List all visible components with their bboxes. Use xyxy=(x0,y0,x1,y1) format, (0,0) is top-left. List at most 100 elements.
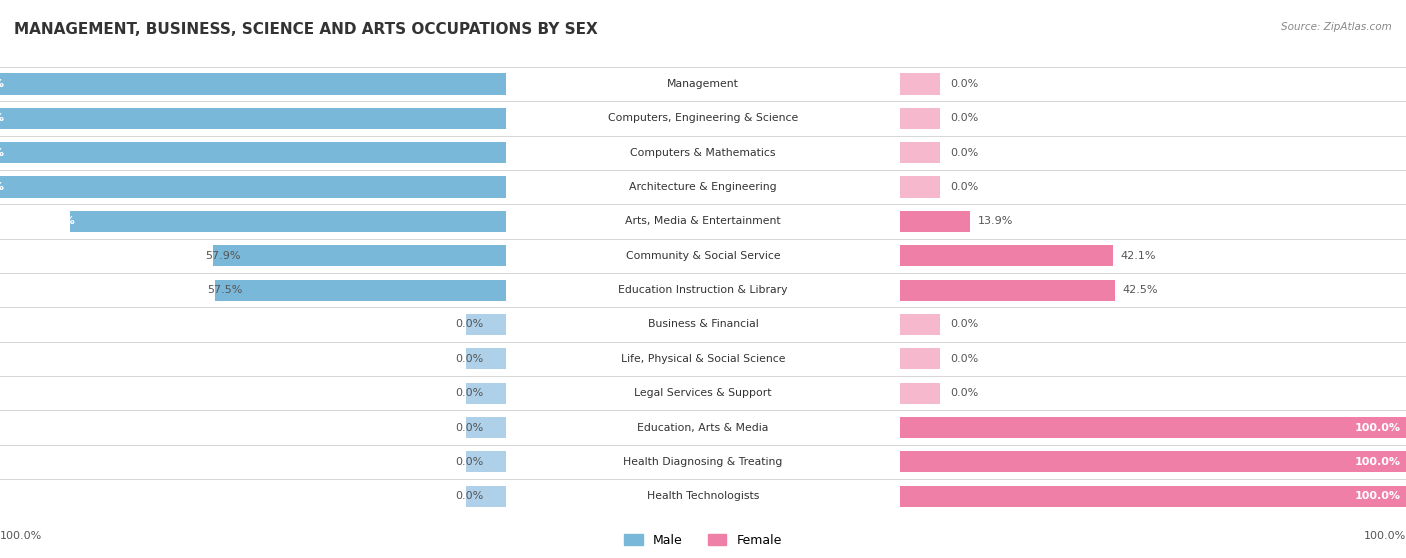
Bar xyxy=(214,245,506,267)
Bar xyxy=(465,417,506,438)
Bar xyxy=(0,136,506,170)
Bar xyxy=(0,307,506,341)
Text: 100.0%: 100.0% xyxy=(0,531,42,541)
Bar xyxy=(900,485,1406,507)
Bar xyxy=(215,280,506,301)
Text: 42.1%: 42.1% xyxy=(1121,251,1156,261)
Text: 0.0%: 0.0% xyxy=(950,182,979,192)
Text: 13.9%: 13.9% xyxy=(977,217,1014,227)
Text: 100.0%: 100.0% xyxy=(0,182,6,192)
Bar xyxy=(0,239,506,273)
Bar xyxy=(0,176,506,198)
Text: Community & Social Service: Community & Social Service xyxy=(626,251,780,261)
Bar xyxy=(0,170,900,204)
Text: 57.5%: 57.5% xyxy=(208,285,243,295)
Text: 100.0%: 100.0% xyxy=(0,113,6,123)
Text: Architecture & Engineering: Architecture & Engineering xyxy=(630,182,776,192)
Bar xyxy=(0,410,506,445)
Bar xyxy=(900,348,941,369)
Text: 100.0%: 100.0% xyxy=(1355,422,1400,432)
Text: Source: ZipAtlas.com: Source: ZipAtlas.com xyxy=(1281,22,1392,32)
Text: 100.0%: 100.0% xyxy=(0,79,6,89)
Text: Management: Management xyxy=(666,79,740,89)
Bar xyxy=(506,170,1406,204)
Text: Health Diagnosing & Treating: Health Diagnosing & Treating xyxy=(623,457,783,467)
Bar xyxy=(900,314,941,335)
Text: Legal Services & Support: Legal Services & Support xyxy=(634,388,772,398)
Bar xyxy=(900,108,941,129)
Text: 57.9%: 57.9% xyxy=(205,251,240,261)
Text: 100.0%: 100.0% xyxy=(0,148,6,158)
Bar xyxy=(0,67,506,102)
Text: 0.0%: 0.0% xyxy=(950,113,979,123)
Bar xyxy=(506,341,1406,376)
Bar xyxy=(0,341,506,376)
Bar xyxy=(0,479,900,513)
Bar xyxy=(465,485,506,507)
Text: 0.0%: 0.0% xyxy=(950,320,979,329)
Text: 0.0%: 0.0% xyxy=(456,491,484,501)
Bar xyxy=(506,239,1406,273)
Text: 100.0%: 100.0% xyxy=(1364,531,1406,541)
Text: MANAGEMENT, BUSINESS, SCIENCE AND ARTS OCCUPATIONS BY SEX: MANAGEMENT, BUSINESS, SCIENCE AND ARTS O… xyxy=(14,22,598,37)
Text: 42.5%: 42.5% xyxy=(1122,285,1159,295)
Bar xyxy=(506,67,1406,102)
Bar xyxy=(0,74,506,95)
Text: Business & Financial: Business & Financial xyxy=(648,320,758,329)
Bar xyxy=(900,176,941,198)
Text: 0.0%: 0.0% xyxy=(950,148,979,158)
Bar xyxy=(900,383,941,404)
Bar xyxy=(506,410,1406,445)
Bar xyxy=(0,376,506,410)
Bar xyxy=(506,273,1406,307)
Text: Health Technologists: Health Technologists xyxy=(647,491,759,501)
Bar xyxy=(0,142,506,163)
Bar xyxy=(0,376,900,410)
Bar xyxy=(0,204,506,239)
Bar xyxy=(0,273,506,307)
Bar xyxy=(0,410,900,445)
Text: 0.0%: 0.0% xyxy=(456,422,484,432)
Bar xyxy=(0,136,900,170)
Text: Computers & Mathematics: Computers & Mathematics xyxy=(630,148,776,158)
Bar xyxy=(0,479,506,513)
Bar xyxy=(506,376,1406,410)
Text: Education, Arts & Media: Education, Arts & Media xyxy=(637,422,769,432)
Bar xyxy=(506,307,1406,341)
Text: 0.0%: 0.0% xyxy=(950,354,979,364)
Bar xyxy=(900,451,1406,473)
Text: 0.0%: 0.0% xyxy=(456,457,484,467)
Bar xyxy=(465,383,506,404)
Bar xyxy=(900,211,970,232)
Bar xyxy=(0,341,900,376)
Text: Computers, Engineering & Science: Computers, Engineering & Science xyxy=(607,113,799,123)
Text: 0.0%: 0.0% xyxy=(950,388,979,398)
Bar xyxy=(0,170,506,204)
Bar xyxy=(900,74,941,95)
Text: 86.1%: 86.1% xyxy=(37,217,76,227)
Bar xyxy=(506,479,1406,513)
Bar xyxy=(0,204,900,239)
Bar xyxy=(0,102,900,136)
Bar xyxy=(900,142,941,163)
Bar xyxy=(0,273,900,307)
Text: Education Instruction & Library: Education Instruction & Library xyxy=(619,285,787,295)
Bar xyxy=(0,239,900,273)
Bar xyxy=(0,307,900,341)
Bar xyxy=(0,102,506,136)
Bar xyxy=(506,136,1406,170)
Bar xyxy=(465,314,506,335)
Text: Life, Physical & Social Science: Life, Physical & Social Science xyxy=(621,354,785,364)
Bar xyxy=(0,108,506,129)
Text: 100.0%: 100.0% xyxy=(1355,491,1400,501)
Bar xyxy=(506,102,1406,136)
Bar xyxy=(465,451,506,473)
Text: 0.0%: 0.0% xyxy=(456,320,484,329)
Bar xyxy=(506,445,1406,479)
Bar xyxy=(900,245,1114,267)
Bar xyxy=(0,67,900,102)
Bar xyxy=(0,445,900,479)
Bar xyxy=(70,211,506,232)
Text: Arts, Media & Entertainment: Arts, Media & Entertainment xyxy=(626,217,780,227)
Bar xyxy=(0,445,506,479)
